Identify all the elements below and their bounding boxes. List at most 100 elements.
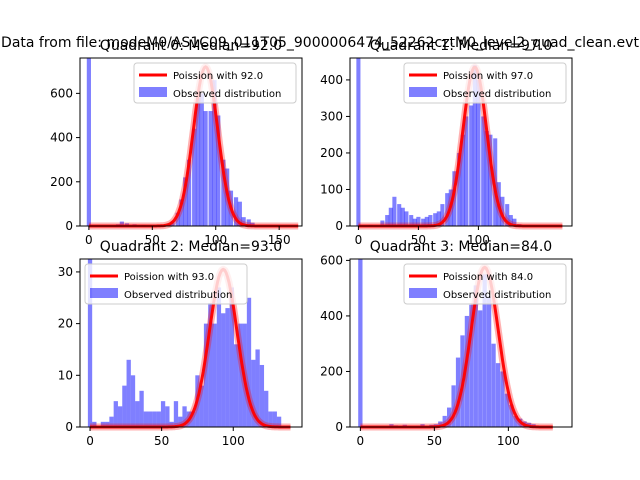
legend-frame [403,263,567,305]
legend-bar-swatch [139,87,167,97]
histogram-bar [455,357,461,427]
histogram-bar [255,349,260,427]
histogram-bar [500,196,505,226]
subplot-title: Quadrant 1: Median=97.0 [370,38,552,54]
y-tick-label: 20 [58,317,73,331]
axes-frame [79,258,303,428]
histogram-bar [442,415,447,427]
axes-frame [349,258,573,428]
legend-line-label: Poission with 93.0 [124,272,214,283]
histogram-bar [203,111,208,226]
legend-bar-label: Observed distribution [443,89,551,100]
histogram-bar [229,287,234,427]
histogram-bar [469,105,474,226]
histogram-bar [504,393,510,427]
histogram-bar [156,411,161,427]
histogram-bar [216,115,221,226]
histogram-bar [259,364,265,427]
histogram-bar [469,304,474,427]
subplot-quadrant-1: 0 50 100 0 100 200 300 400 Quadrant 1: Median=97… [320,38,573,247]
histogram-bars [86,58,255,227]
histogram-bar [246,297,252,427]
histogram-bar [385,215,390,226]
histogram-bar [484,131,489,226]
histogram-bar [404,211,409,226]
histogram-bar [445,193,450,226]
histogram-bar [358,259,363,427]
histogram-bar [237,201,242,226]
histogram-bar [130,375,136,427]
histogram-bar [464,315,470,427]
histogram-bar [199,385,204,427]
histogram-bar [92,421,97,427]
legend-bar-label: Observed distribution [124,290,232,301]
histogram-bar [472,65,477,226]
histogram-bar [451,385,456,427]
histogram-bar [173,401,179,427]
x-tick-label: 50 [145,233,160,247]
y-tick-label: 600 [50,86,73,100]
histogram-bar [392,196,397,226]
histogram-bar [464,116,469,226]
legend-line-label: Poission with 92.0 [173,71,263,82]
y-tick-label: 300 [320,109,343,123]
histogram-bar [225,308,230,427]
histogram-bar [380,220,385,226]
histogram-bar [221,313,226,427]
subplot-title: Quadrant 0: Median=92.0 [100,38,282,54]
histogram-bar [433,213,438,226]
histogram-bar [152,411,157,427]
histogram-bar [272,411,277,427]
histogram-bar [513,415,518,427]
histogram-bar [113,401,118,427]
histogram-bar [221,159,226,226]
histogram-bar [397,204,402,226]
x-tick-label: 100 [497,434,520,448]
x-tick-label: 0 [355,233,363,247]
legend-line-label: Poission with 97.0 [443,71,533,82]
histogram-bar [268,411,273,427]
histogram-bar [165,406,170,427]
histogram-bar [264,390,269,427]
histogram-bar [457,152,462,226]
histogram-bar [182,406,187,427]
histogram-bar [109,416,114,427]
x-tick-label: 50 [427,434,442,448]
x-tick-label: 100 [204,233,227,247]
histogram-bar [179,199,184,226]
histogram-bar [233,197,239,226]
legend-bar-label: Observed distribution [443,290,551,301]
x-tick-label: 50 [411,233,426,247]
x-tick-label: 150 [268,233,291,247]
y-tick-label: 0 [65,420,73,434]
histogram-bar [412,218,417,226]
y-tick-label: 200 [50,175,73,189]
legend: Poission with 84.0 Observed distribution [403,263,567,305]
histogram-bar [216,287,222,427]
histogram-bar [421,218,426,226]
y-tick-label: 600 [320,253,343,267]
histogram-bar [241,217,246,226]
y-tick-label: 100 [320,182,343,196]
legend-bar-swatch [90,288,118,298]
y-tick-label: 200 [320,364,343,378]
histogram-bar [276,416,282,427]
legend: Poission with 92.0 Observed distribution [133,62,297,104]
histogram-bar [409,215,414,226]
histogram-bar [148,411,153,427]
legend-frame [403,62,567,104]
histogram-bar [508,215,513,226]
y-tick-label: 0 [335,219,343,233]
x-tick-label: 100 [467,233,490,247]
legend: Poission with 97.0 Observed distribution [403,62,567,104]
histogram-bar [238,323,243,427]
subplot-title: Quadrant 3: Median=84.0 [370,239,552,255]
histogram-bar [199,93,204,226]
histogram-bar [388,207,393,226]
histogram-bar [122,385,127,427]
histogram-bar [135,401,140,427]
histogram-bar [86,58,91,226]
histogram-bar [100,421,106,427]
histogram-bar [126,359,131,427]
